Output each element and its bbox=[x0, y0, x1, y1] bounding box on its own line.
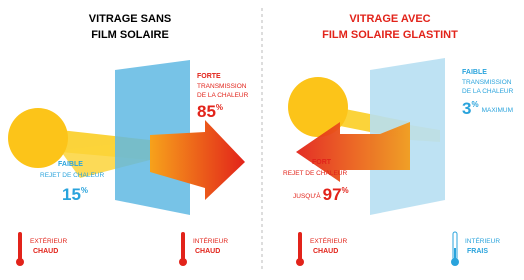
percent: 85% bbox=[197, 102, 223, 121]
infographic: VITRAGE SANS FILM SOLAIRE FORTE TRANSMIS… bbox=[0, 0, 524, 280]
title: FILM SOLAIRE GLASTINT bbox=[322, 29, 458, 41]
label: DE LA CHALEUR bbox=[197, 92, 249, 99]
label: INTÉRIEUR bbox=[193, 236, 228, 245]
state: CHAUD bbox=[195, 248, 220, 255]
label: REJET DE CHALEUR bbox=[40, 172, 104, 179]
level: FORTE bbox=[197, 73, 221, 80]
title: FILM SOLAIRE bbox=[91, 29, 169, 41]
thermometer bbox=[296, 232, 304, 266]
level: FAIBLE bbox=[462, 69, 487, 76]
thermometer bbox=[179, 232, 187, 266]
percent: 15% bbox=[62, 185, 88, 204]
percent: 3%MAXIMUM bbox=[462, 99, 513, 118]
title: VITRAGE SANS bbox=[89, 13, 172, 25]
title: VITRAGE AVEC bbox=[349, 13, 430, 25]
state: CHAUD bbox=[33, 248, 58, 255]
level: FAIBLE bbox=[58, 161, 83, 168]
state: FRAIS bbox=[467, 248, 488, 255]
label: TRANSMISSION bbox=[197, 83, 247, 90]
sun bbox=[8, 108, 68, 168]
level: FORT bbox=[312, 159, 332, 166]
label: REJET DE CHALEUR bbox=[283, 170, 347, 177]
thermometer bbox=[16, 232, 24, 266]
label: TRANSMISSION bbox=[462, 79, 512, 86]
label: DE LA CHALEUR bbox=[462, 88, 514, 95]
thermometer bbox=[451, 232, 459, 266]
label: INTÉRIEUR bbox=[465, 236, 500, 245]
state: CHAUD bbox=[313, 248, 338, 255]
label: EXTÉRIEUR bbox=[30, 236, 68, 245]
label: EXTÉRIEUR bbox=[310, 236, 348, 245]
